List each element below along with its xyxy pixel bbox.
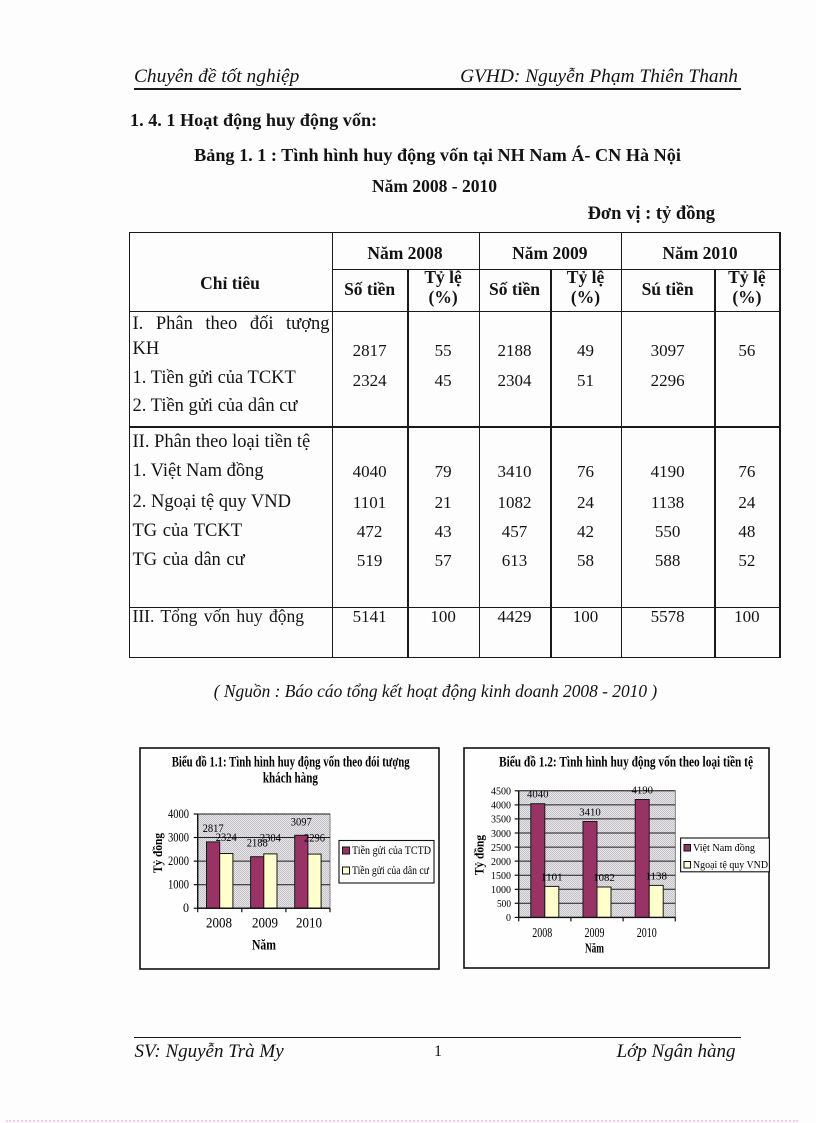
svg-text:2008: 2008 <box>206 915 232 931</box>
svg-text:2324: 2324 <box>216 832 237 844</box>
svg-text:2296: 2296 <box>304 832 325 844</box>
svg-text:2500: 2500 <box>491 842 511 854</box>
svg-text:Tỷ đồng: Tỷ đồng <box>150 832 165 872</box>
svg-text:2304: 2304 <box>260 832 281 844</box>
svg-text:0: 0 <box>183 900 189 915</box>
svg-text:khách hàng: khách hàng <box>263 770 318 786</box>
svg-text:1101: 1101 <box>541 871 563 883</box>
svg-text:3000: 3000 <box>491 828 511 840</box>
svg-text:2000: 2000 <box>168 853 189 868</box>
svg-text:1000: 1000 <box>491 884 511 896</box>
svg-text:2009: 2009 <box>585 925 605 940</box>
svg-text:3000: 3000 <box>168 829 189 844</box>
svg-text:2008: 2008 <box>532 925 552 940</box>
svg-text:4500: 4500 <box>491 786 511 798</box>
svg-text:Năm: Năm <box>585 940 605 955</box>
svg-text:4000: 4000 <box>168 806 189 821</box>
svg-text:Năm: Năm <box>252 937 276 953</box>
svg-text:4000: 4000 <box>491 800 511 812</box>
svg-text:500: 500 <box>497 898 511 910</box>
svg-text:3500: 3500 <box>491 814 511 826</box>
svg-text:Tiền gửi của dân cư: Tiền gửi của dân cư <box>352 864 430 877</box>
svg-text:2010: 2010 <box>637 925 657 940</box>
svg-text:1000: 1000 <box>168 876 189 891</box>
svg-text:3410: 3410 <box>579 807 601 819</box>
svg-text:Biểu đồ 1.2: Tình hình huy độn: Biểu đồ 1.2: Tình hình huy động vốn theo… <box>499 755 753 771</box>
svg-text:2817: 2817 <box>203 822 224 834</box>
svg-text:4190: 4190 <box>631 785 653 797</box>
svg-text:Ngoại tệ quy VND: Ngoại tệ quy VND <box>693 859 768 871</box>
svg-text:1082: 1082 <box>593 872 615 884</box>
svg-text:Biểu đồ 1.1: Tình hình huy độn: Biểu đồ 1.1: Tình hình huy động vốn theo… <box>172 754 410 770</box>
svg-text:1500: 1500 <box>491 870 511 882</box>
svg-text:0: 0 <box>506 912 511 924</box>
svg-text:1138: 1138 <box>645 870 667 882</box>
svg-text:4040: 4040 <box>527 789 549 801</box>
svg-text:Tỷ đồng: Tỷ đồng <box>472 835 487 875</box>
svg-text:Tiền gửi của TCTD: Tiền gửi của TCTD <box>352 844 431 857</box>
svg-text:2010: 2010 <box>296 915 322 931</box>
svg-text:3097: 3097 <box>291 816 312 828</box>
svg-text:Việt Nam đồng: Việt Nam đồng <box>693 842 755 854</box>
svg-text:2000: 2000 <box>491 856 511 868</box>
svg-text:2188: 2188 <box>247 837 268 849</box>
svg-text:2009: 2009 <box>252 915 278 931</box>
